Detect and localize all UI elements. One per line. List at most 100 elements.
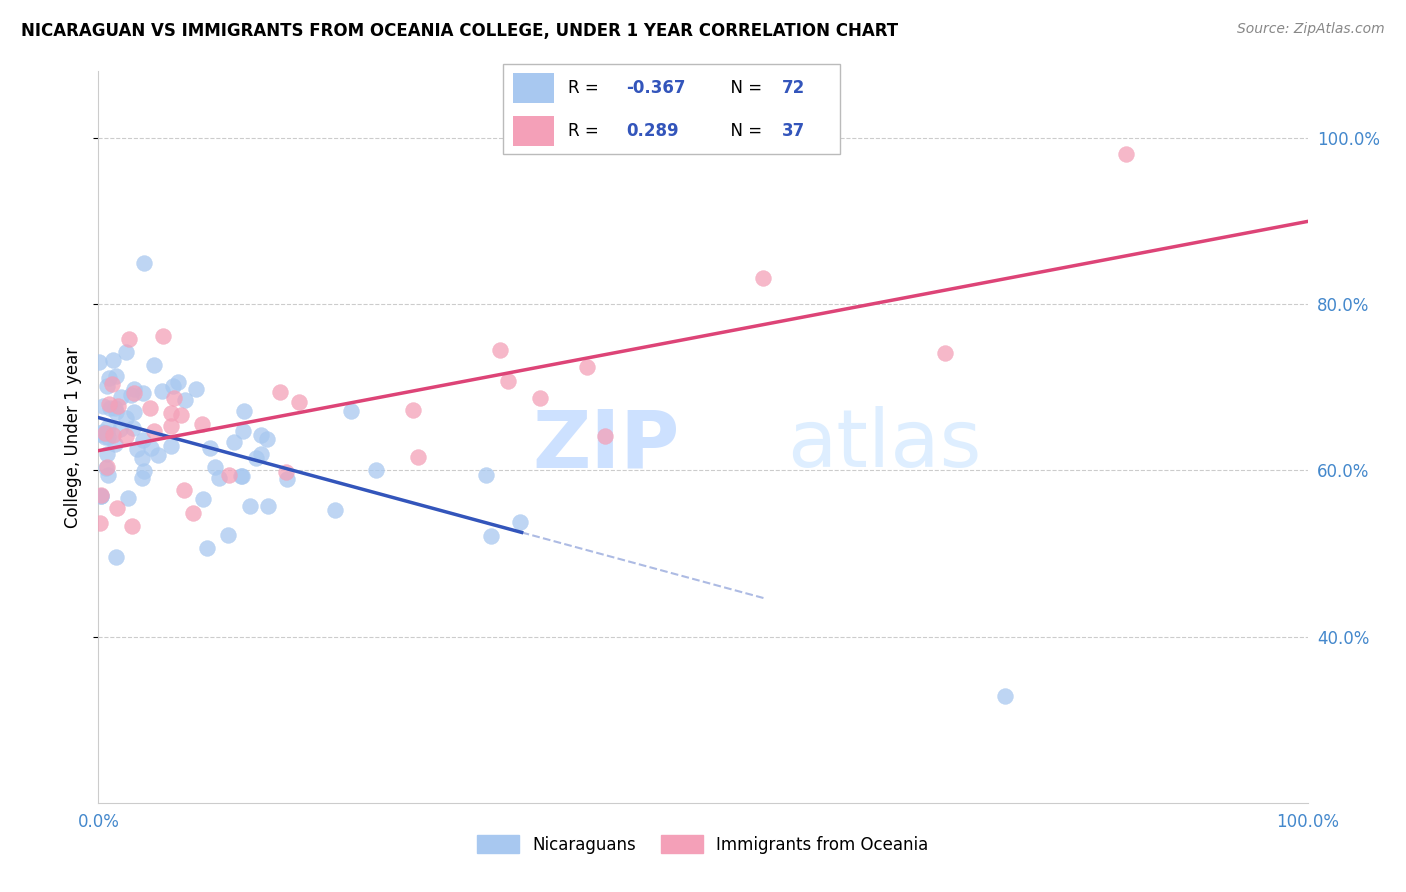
Point <box>217 528 239 542</box>
Point <box>90 488 112 502</box>
Point <box>122 405 145 419</box>
Point <box>105 500 128 515</box>
Point <box>162 379 184 393</box>
Point <box>114 345 136 359</box>
Point <box>198 442 221 456</box>
Point <box>98 401 121 416</box>
Point <box>752 270 775 285</box>
Point <box>509 515 531 529</box>
Point <box>150 384 173 399</box>
Point <box>218 468 240 483</box>
Point <box>167 375 190 389</box>
Point <box>160 419 183 434</box>
Point <box>173 392 195 407</box>
Point <box>97 467 120 482</box>
Point <box>232 425 254 439</box>
Point <box>496 374 519 388</box>
Point <box>121 519 143 533</box>
Point <box>191 417 214 432</box>
Point <box>143 425 166 439</box>
Point <box>489 343 512 358</box>
Point <box>233 404 256 418</box>
Point <box>107 399 129 413</box>
Point <box>274 465 297 479</box>
Point <box>89 426 111 441</box>
Point <box>96 425 118 440</box>
Point <box>134 256 156 270</box>
Point <box>122 421 145 435</box>
Text: 72: 72 <box>782 78 804 96</box>
Point <box>191 491 214 506</box>
Point <box>184 382 207 396</box>
Text: 0.289: 0.289 <box>627 122 679 140</box>
Point <box>132 433 155 447</box>
Point <box>131 386 153 401</box>
Point <box>97 419 120 434</box>
Point <box>287 395 309 409</box>
FancyBboxPatch shape <box>513 73 554 103</box>
Point <box>94 425 117 440</box>
Point <box>160 406 183 420</box>
Point <box>256 432 278 446</box>
Point <box>143 359 166 373</box>
Text: N =: N = <box>720 78 766 96</box>
Point <box>366 463 388 477</box>
Point <box>104 405 127 419</box>
Point <box>117 491 139 506</box>
Point <box>402 402 425 417</box>
Point <box>90 489 112 503</box>
Point <box>104 401 127 415</box>
Point <box>146 448 169 462</box>
Point <box>139 401 162 416</box>
Point <box>479 529 502 543</box>
Point <box>208 471 231 485</box>
Point <box>250 427 273 442</box>
Point <box>529 391 551 405</box>
Point <box>204 459 226 474</box>
Point <box>159 439 181 453</box>
Point <box>131 471 153 485</box>
Point <box>269 385 291 400</box>
Text: 37: 37 <box>782 122 804 140</box>
Point <box>152 329 174 343</box>
Point <box>229 469 252 483</box>
Text: R =: R = <box>568 78 605 96</box>
FancyBboxPatch shape <box>513 116 554 145</box>
Point <box>595 429 617 443</box>
Text: ZIP: ZIP <box>533 407 681 484</box>
Text: NICARAGUAN VS IMMIGRANTS FROM OCEANIA COLLEGE, UNDER 1 YEAR CORRELATION CHART: NICARAGUAN VS IMMIGRANTS FROM OCEANIA CO… <box>21 22 898 40</box>
Y-axis label: College, Under 1 year: College, Under 1 year <box>65 346 83 528</box>
Point <box>132 464 155 478</box>
Point <box>90 425 112 439</box>
Point <box>124 383 146 397</box>
Point <box>97 430 120 444</box>
Point <box>173 483 195 497</box>
Point <box>576 359 599 374</box>
Point <box>340 404 363 418</box>
Point <box>98 371 121 385</box>
Point <box>101 353 124 368</box>
Point <box>934 345 956 359</box>
Point <box>89 516 111 530</box>
Point <box>115 429 138 443</box>
Point <box>239 500 262 514</box>
Point <box>222 435 245 450</box>
Point <box>325 503 347 517</box>
Point <box>94 461 117 475</box>
Point <box>101 377 124 392</box>
Text: N =: N = <box>720 122 766 140</box>
Point <box>195 541 218 555</box>
Point <box>103 427 125 442</box>
Text: R =: R = <box>568 122 605 140</box>
Legend: Nicaraguans, Immigrants from Oceania: Nicaraguans, Immigrants from Oceania <box>471 829 935 860</box>
Point <box>475 468 498 483</box>
Point <box>406 450 429 465</box>
Point <box>98 397 121 411</box>
Point <box>89 355 111 369</box>
Text: Source: ZipAtlas.com: Source: ZipAtlas.com <box>1237 22 1385 37</box>
Point <box>105 550 128 565</box>
Point <box>104 437 127 451</box>
Point <box>96 459 118 474</box>
Point <box>181 506 204 520</box>
Point <box>250 447 273 461</box>
